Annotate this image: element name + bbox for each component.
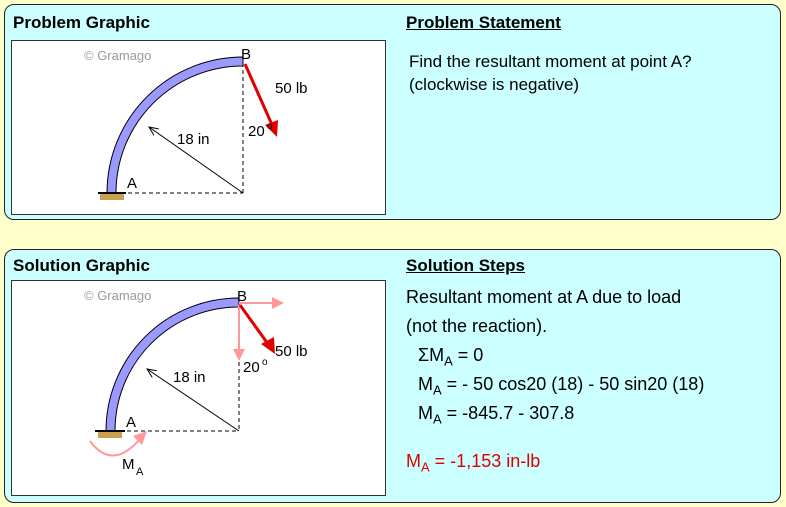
solution-graphic: © Gramago B A 50 lb 18 [11,280,386,496]
problem-statement-title: Problem Statement [406,13,561,32]
radius-arrow [147,369,240,432]
angle-degree-sup: o [262,357,268,368]
support-ground [100,194,124,200]
support-ground [98,432,122,438]
vertical-component-head [233,349,245,361]
force-arrow-head [265,120,278,137]
label-a: A [127,175,137,192]
label-a: A [126,414,136,431]
angle-label: 20 [243,359,260,376]
angle-degree-sup: o [267,121,273,132]
result-text: MA = -1,153 in-lb [406,451,541,475]
horizontal-component-head [272,297,284,309]
equation-sum: ΣMA = 0 [418,345,484,369]
radius-label: 18 in [173,369,206,386]
force-arrow-shaft [238,304,270,345]
label-b: B [237,288,247,305]
force-arrow-head [261,337,275,354]
equation-values: MA = -845.7 - 307.8 [418,403,575,427]
watermark: © Gramago [84,288,151,303]
moment-arrow-curve [89,438,141,457]
radius-arrow [149,127,244,194]
force-arrow-shaft [243,63,275,128]
watermark: © Gramago [84,48,151,63]
moment-label-sub: A [136,466,144,478]
label-b: B [241,46,251,63]
moment-label: M [122,456,135,473]
curved-beam [105,297,240,432]
problem-graphic-title: Problem Graphic [13,13,150,32]
equation-components: MA = - 50 cos20 (18) - 50 sin20 (18) [418,374,705,398]
intro-line-2: (not the reaction). [406,316,548,336]
problem-panel: Problem Graphic Problem Statement © Gram… [4,4,781,220]
force-label: 50 lb [275,80,308,97]
intro-line-1: Resultant moment at A due to load [406,287,682,307]
solution-diagram: © Gramago B A 50 lb 18 [84,288,308,478]
problem-diagram: © Gramago B A 50 lb 18 in 20 o [84,46,308,200]
solution-panel: Solution Graphic Solution Steps © Gramag… [4,249,781,503]
statement-line-1: Find the resultant moment at point A? [409,52,692,71]
problem-graphic: © Gramago B A 50 lb 18 in 20 o [11,40,386,215]
solution-graphic-title: Solution Graphic [13,256,150,275]
angle-label: 20 [248,123,265,140]
force-label: 50 lb [275,343,308,360]
radius-label: 18 in [177,131,210,148]
curved-beam [106,56,244,194]
moment-arrow-head [133,431,147,445]
solution-steps-title: Solution Steps [406,256,525,275]
statement-line-2: (clockwise is negative) [409,75,580,94]
